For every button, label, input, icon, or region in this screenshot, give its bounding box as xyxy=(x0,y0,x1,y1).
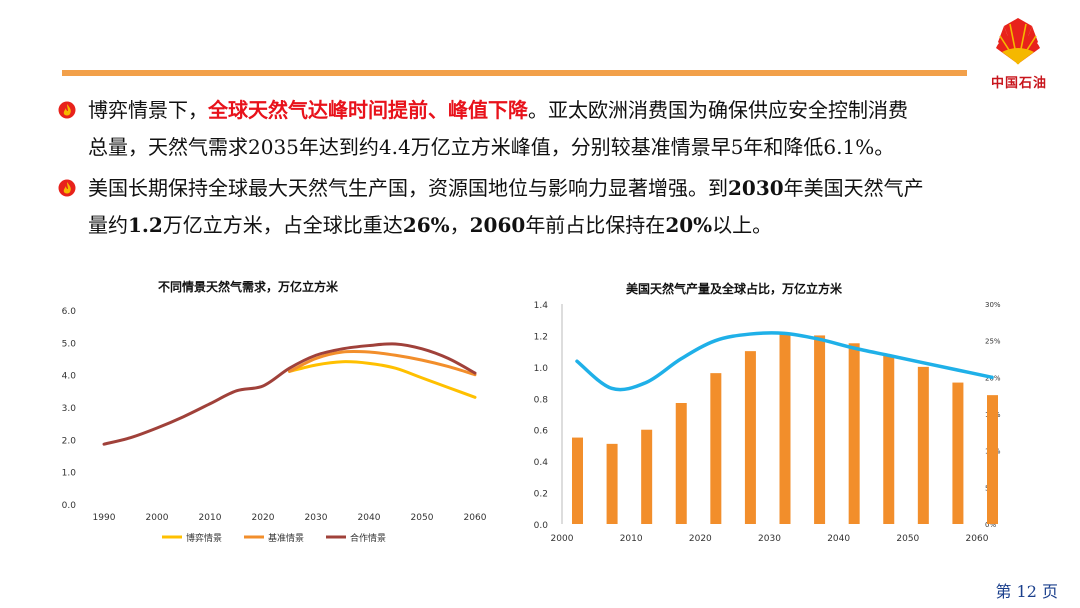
bar-2000 xyxy=(572,437,583,524)
bullet-2-bold: 2030 xyxy=(728,176,784,200)
bar-2005 xyxy=(606,443,618,524)
bar-2050 xyxy=(917,366,929,524)
y-tick-label: 6.0 xyxy=(62,307,77,317)
y-tick-label: 5.0 xyxy=(62,339,77,349)
x-tick-label: 2010 xyxy=(199,513,222,523)
bar-2045 xyxy=(883,355,895,524)
bar-2040 xyxy=(848,343,860,524)
legend-label: 合作情景 xyxy=(350,532,386,544)
bullet-2-line-2: 量约1.2万亿立方米，占全球比重达26%，2060年前占比保持在20%以上。 xyxy=(88,207,1038,244)
y-left-tick-label: 1.0 xyxy=(534,364,549,374)
x-tick-label: 2030 xyxy=(758,534,781,544)
bar-2020 xyxy=(710,373,722,524)
bullet-1-line-1: 博弈情景下，全球天然气达峰时间提前、峰值下降。亚太欧洲消费国为确保供应安全控制消… xyxy=(88,92,1038,129)
y-tick-label: 2.0 xyxy=(62,436,77,446)
y-left-tick-label: 0.2 xyxy=(534,490,548,500)
x-tick-label: 2020 xyxy=(689,534,712,544)
bar-2060 xyxy=(987,395,998,524)
bullet-2-text-plain: 量约 xyxy=(88,213,128,237)
bar-2035 xyxy=(814,335,826,524)
y-tick-label: 3.0 xyxy=(62,404,77,414)
demand-scenario-line-chart: 0.0 1.0 2.0 3.0 4.0 5.0 6.0 1990 2000 2010 2020 203… xyxy=(62,307,487,544)
bullet-2-text-plain: 万亿立方米，占全球比重达 xyxy=(162,213,403,237)
bullet-2-text: 美国长期保持全球最大天然气生产国，资源国地位与影响力显著增强。到2030年美国天… xyxy=(88,170,1038,244)
series-line-博弈情景 xyxy=(288,360,477,399)
x-tick-label: 2010 xyxy=(620,534,643,544)
legend-label: 基准情景 xyxy=(268,532,304,544)
x-tick-label: 2040 xyxy=(827,534,850,544)
bullet-1-text-plain: 博弈情景下， xyxy=(88,98,208,122)
x-tick-label: 2050 xyxy=(411,513,434,523)
bullet-1-text-plain: 。亚太欧洲消费国为确保供应安全控制消费 xyxy=(528,98,908,122)
bullet-1-text-plain: 总量，天然气需求2035年达到约4.4万亿立方米峰值，分别较基准情景早5年和降低… xyxy=(88,135,895,159)
bullet-2-line-1: 美国长期保持全球最大天然气生产国，资源国地位与影响力显著增强。到2030年美国天… xyxy=(88,170,1038,207)
us-production-bar-chart: 0.00.20.40.60.81.01.21.40%5%10%15%20%25%… xyxy=(534,301,1001,544)
bar-2055 xyxy=(952,382,964,524)
x-tick-label: 2050 xyxy=(896,534,919,544)
bar-2010 xyxy=(641,429,653,524)
y-right-tick-label: 25% xyxy=(985,338,1001,346)
petrochina-logo-icon xyxy=(996,18,1040,65)
x-tick-label: 2030 xyxy=(305,513,328,523)
flame-bullet-icon xyxy=(58,101,76,119)
x-tick-label: 1990 xyxy=(93,513,116,523)
y-right-tick-label: 30% xyxy=(985,301,1001,309)
bar-2015 xyxy=(675,403,687,524)
bullet-2-text-plain: 美国长期保持全球最大天然气生产国，资源国地位与影响力显著增强。到 xyxy=(88,176,728,200)
series-line-合作情景 xyxy=(102,342,477,446)
y-tick-label: 1.0 xyxy=(62,469,77,479)
y-left-tick-label: 1.2 xyxy=(534,332,548,342)
x-tick-label: 2000 xyxy=(146,513,169,523)
x-tick-label: 2060 xyxy=(966,534,989,544)
y-tick-label: 0.0 xyxy=(62,501,77,511)
bullet-2-text-plain: ， xyxy=(449,213,470,237)
y-tick-label: 4.0 xyxy=(62,372,77,382)
share-line xyxy=(575,331,994,392)
bullet-2-text-plain: 以上。 xyxy=(712,213,773,237)
bullet-2-text-plain: 年美国天然气产 xyxy=(783,176,924,200)
series-line-基准情景 xyxy=(288,349,477,377)
chart-2-title: 美国天然气产量及全球占比，万亿立方米 xyxy=(626,282,843,296)
bullet-2-bold: 26% xyxy=(402,213,450,237)
x-tick-label: 2020 xyxy=(252,513,275,523)
bar-2030 xyxy=(779,333,791,524)
y-left-tick-label: 0.6 xyxy=(534,427,549,437)
y-left-tick-label: 0.4 xyxy=(534,458,549,468)
bullet-1: 博弈情景下，全球天然气达峰时间提前、峰值下降。亚太欧洲消费国为确保供应安全控制消… xyxy=(58,92,1038,166)
bar-2025 xyxy=(744,351,756,524)
page-number: 第 12 页 xyxy=(995,582,1058,601)
y-left-tick-label: 0.8 xyxy=(534,395,549,405)
bullet-2-bold: 2060 xyxy=(469,213,526,237)
x-tick-label: 2040 xyxy=(358,513,381,523)
y-left-tick-label: 1.4 xyxy=(534,301,549,311)
x-tick-label: 2000 xyxy=(551,534,574,544)
x-tick-label: 2060 xyxy=(464,513,487,523)
bullet-1-highlight: 全球天然气达峰时间提前、峰值下降 xyxy=(208,98,528,122)
logo-text: 中国石油 xyxy=(990,76,1047,91)
bullet-2: 美国长期保持全球最大天然气生产国，资源国地位与影响力显著增强。到2030年美国天… xyxy=(58,170,1038,244)
y-left-tick-label: 0.0 xyxy=(534,521,549,531)
bullet-2-bold: 1.2 xyxy=(128,213,163,237)
header-accent-bar xyxy=(62,70,967,76)
chart-1-title: 不同情景天然气需求，万亿立方米 xyxy=(158,280,339,294)
legend-label: 博弈情景 xyxy=(186,532,222,544)
bullet-1-text: 博弈情景下，全球天然气达峰时间提前、峰值下降。亚太欧洲消费国为确保供应安全控制消… xyxy=(88,92,1038,166)
bullet-2-text-plain: 年前占比保持在 xyxy=(525,213,666,237)
flame-bullet-icon xyxy=(58,179,76,197)
bullet-2-bold: 20% xyxy=(665,213,713,237)
bullet-1-line-2: 总量，天然气需求2035年达到约4.4万亿立方米峰值，分别较基准情景早5年和降低… xyxy=(88,129,1038,166)
y-right-tick-label: 0% xyxy=(985,521,996,529)
